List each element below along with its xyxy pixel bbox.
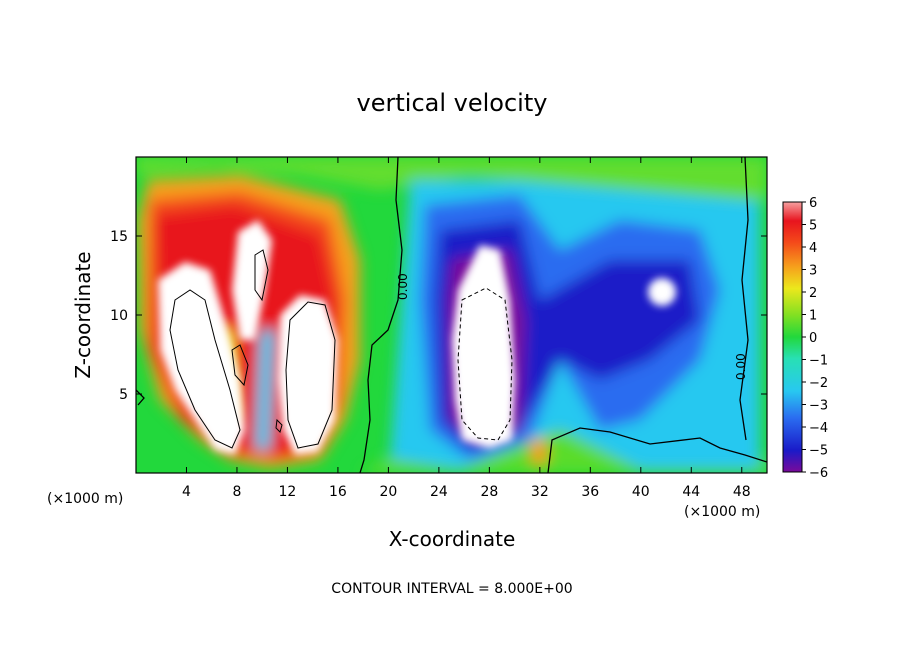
x-tick-label: 24: [430, 484, 448, 500]
updraft-core-2: [232, 220, 272, 340]
downdraft-core-2: [648, 278, 676, 306]
colorbar-tick-label: −6: [809, 466, 828, 481]
chart-title: vertical velocity: [357, 89, 548, 117]
contour-pos-5: [275, 418, 283, 433]
updraft-core-1: [158, 262, 245, 455]
contour-label-east: 0.00: [734, 353, 748, 380]
x-tick-label: 44: [682, 484, 700, 500]
colorbar-tick-label: 1: [809, 309, 817, 324]
y-axis-title: Z-coordinate: [71, 251, 95, 378]
y-tick-label: 10: [110, 308, 128, 324]
y-tick-label: 15: [110, 229, 128, 245]
contour-interval-note: CONTOUR INTERVAL = 8.000E+00: [331, 581, 572, 597]
x-unit-right: (×1000 m): [684, 504, 760, 520]
colorbar: [782, 201, 803, 473]
x-tick-label: 4: [182, 484, 191, 500]
x-axis-title: X-coordinate: [389, 527, 516, 551]
x-tick-label: 48: [733, 484, 751, 500]
contour-pos-2: [254, 249, 269, 302]
colorbar-tick-label: 3: [809, 264, 817, 279]
colorbar-tick-label: 6: [809, 196, 817, 211]
zero-contour-east: [739, 157, 749, 441]
zero-contour-south: [547, 427, 767, 473]
heatmap-field: 0.00 0.00: [136, 157, 767, 473]
zero-contours: [136, 157, 767, 473]
updraft-core-3: [278, 295, 338, 455]
cyan-gap: [255, 330, 275, 450]
y-axis: 5 10 15: [110, 229, 767, 403]
colorbar-ticks: 6 5 4 3 2 1 0 −1 −2 −3 −4 −5 −6: [802, 196, 828, 481]
x-tick-label: 8: [232, 484, 241, 500]
x-tick-label: 32: [531, 484, 549, 500]
colorbar-tick-label: −3: [809, 399, 828, 414]
colorbar-tick-label: −2: [809, 376, 828, 391]
orange-spot: [530, 440, 548, 465]
downdraft-core-1: [452, 245, 515, 448]
contour-pos-1: [169, 289, 241, 449]
colorbar-tick-label: 5: [809, 219, 817, 234]
x-tick-label: 12: [279, 484, 297, 500]
x-unit-left: (×1000 m): [47, 491, 123, 507]
negative-contour: [457, 287, 513, 441]
colorbar-tick-label: −4: [809, 421, 828, 436]
contour-label-west: 0.00: [396, 273, 410, 300]
contour-pos-3: [231, 344, 249, 387]
colorbar-tick-label: 4: [809, 241, 817, 256]
colorbar-tick-label: 0: [809, 331, 817, 346]
x-tick-label: 20: [379, 484, 397, 500]
x-tick-label: 16: [329, 484, 347, 500]
zero-contour-small: [136, 389, 145, 406]
zero-contour-west: [359, 157, 403, 473]
colorbar-tick-label: −1: [809, 354, 828, 369]
x-tick-label: 28: [480, 484, 498, 500]
colorbar-tick-label: 2: [809, 286, 817, 301]
positive-contours: [169, 249, 336, 449]
x-tick-label: 36: [581, 484, 599, 500]
contour-pos-4: [285, 301, 336, 449]
x-axis: 4 8 12 16 20 24 28 32 36 40 44 48: [182, 157, 751, 500]
colorbar-tick-label: −5: [809, 444, 828, 459]
y-tick-label: 5: [119, 387, 128, 403]
x-tick-label: 40: [632, 484, 650, 500]
